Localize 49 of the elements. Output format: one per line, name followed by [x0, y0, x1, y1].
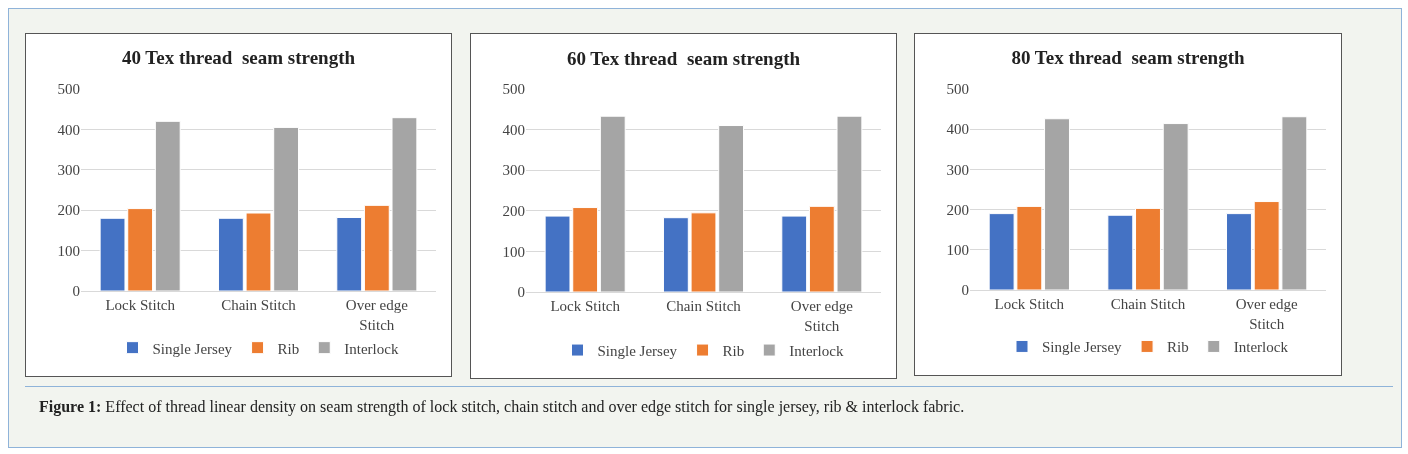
y-tick-label: 400 [57, 121, 80, 138]
y-tick-label: 0 [517, 284, 525, 301]
y-tick-label: 200 [502, 203, 525, 220]
legend-label: Rib [1167, 339, 1189, 356]
chart-title: 40 Tex thread seam strength [121, 47, 356, 69]
y-tick-label: 200 [946, 201, 969, 218]
y-tick-label: 100 [502, 243, 525, 260]
bar [1044, 118, 1070, 290]
caption: Figure 1: Effect of thread linear density on seam strength of lock stitch, chain stitch and over edge stitch for single jersey, rib & interlock fabric. [39, 398, 965, 415]
x-tick-label: Chain Stitch [666, 298, 742, 314]
x-tick-label: Lock Stitch [550, 298, 621, 314]
y-tick-label: 100 [946, 242, 969, 259]
y-tick-label: 500 [946, 81, 969, 98]
legend-label: Single Jersey [597, 342, 678, 359]
y-tick-label: 300 [502, 162, 525, 179]
bar [599, 115, 626, 292]
legend-label: Interlock [344, 340, 399, 357]
y-tick-label: 0 [961, 282, 969, 299]
y-tick-label: 400 [502, 121, 525, 138]
x-tick-label: Lock Stitch [105, 297, 176, 313]
y-tick-label: 300 [57, 162, 80, 179]
bar [1135, 207, 1161, 290]
x-tick-label: Chain Stitch [1110, 296, 1186, 312]
legend-label: Rib [722, 342, 745, 359]
y-tick-label: 200 [57, 202, 80, 219]
y-tick-label: 0 [72, 283, 80, 300]
bar [154, 120, 181, 291]
legend-label: Rib [277, 340, 300, 357]
bar [1162, 123, 1189, 290]
legend-label: Interlock [1233, 339, 1289, 356]
y-tick-label: 300 [946, 161, 969, 178]
y-tick-label: 500 [502, 81, 525, 98]
y-tick-label: 100 [57, 242, 80, 259]
bar [336, 216, 363, 291]
y-tick-label: 400 [946, 121, 969, 138]
x-tick-label: Over edge Stitch [790, 298, 854, 334]
bar [781, 215, 808, 292]
x-tick-label: Lock Stitch [994, 296, 1065, 312]
x-tick-label: Over edge Stitch [345, 297, 409, 333]
x-tick-label: Chain Stitch [221, 297, 297, 313]
legend-label: Interlock [789, 342, 844, 359]
legend-label: Single Jersey [152, 340, 233, 357]
bar [1226, 213, 1252, 290]
chart-title: 80 Tex thread seam strength [1011, 47, 1245, 69]
x-tick-label: Over edge Stitch [1235, 296, 1299, 332]
chart-title: 60 Tex thread seam strength [566, 47, 801, 69]
bar [1107, 214, 1134, 290]
y-tick-label: 500 [57, 81, 80, 98]
legend-label: Single Jersey [1042, 339, 1123, 356]
